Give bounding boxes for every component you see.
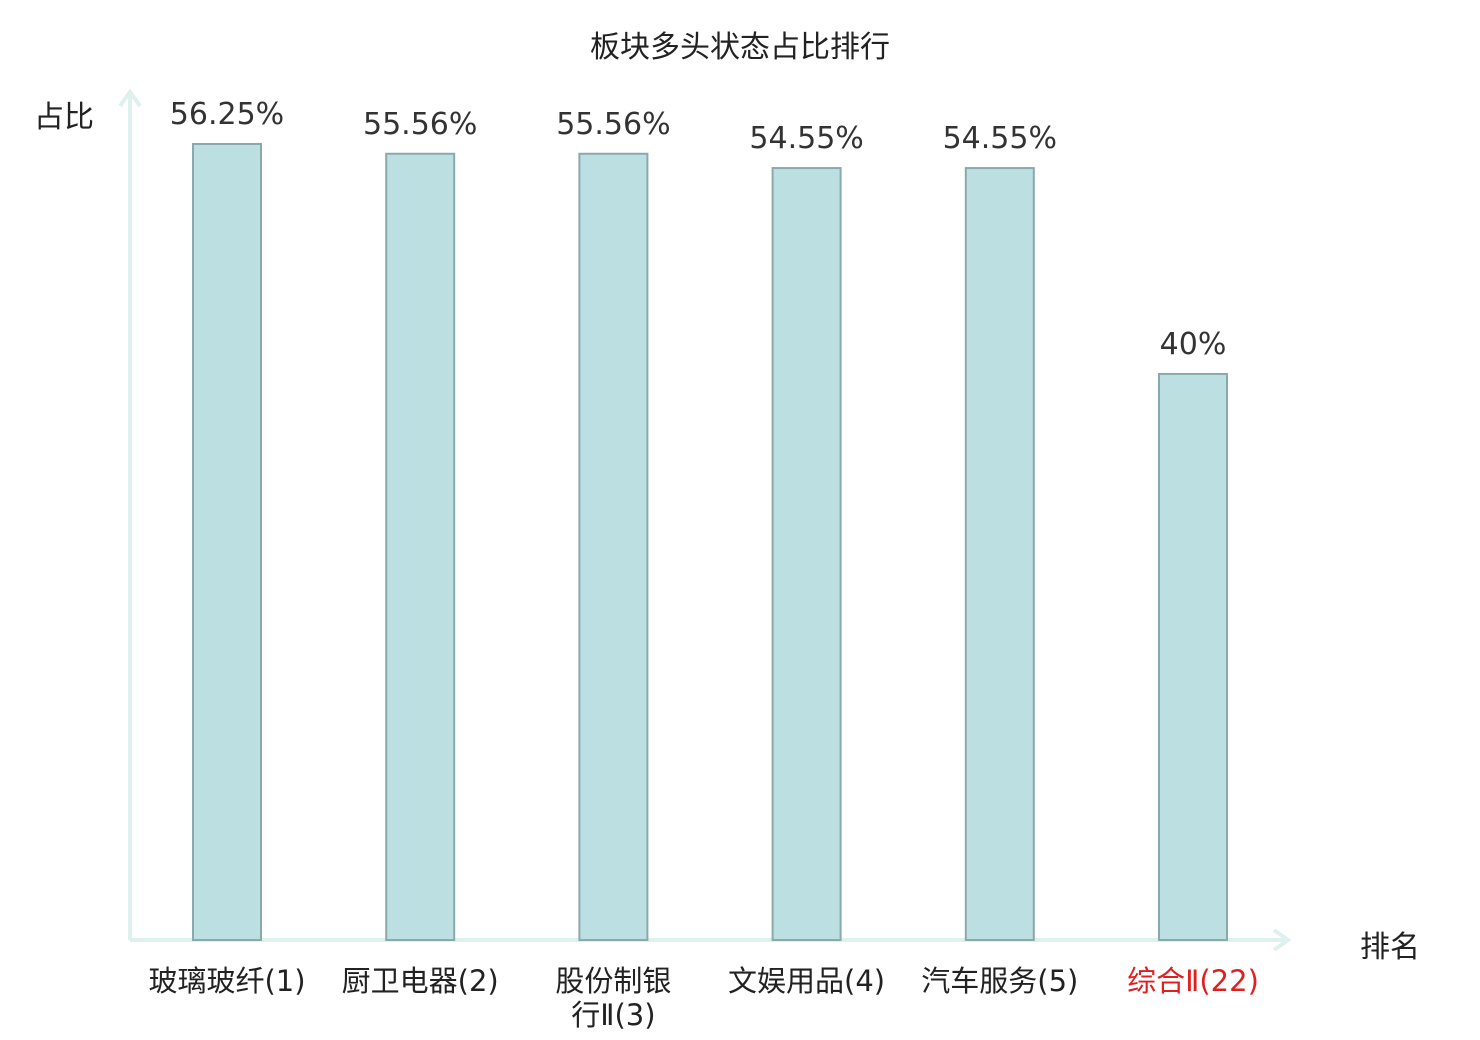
y-axis-arrow-icon — [118, 88, 142, 108]
bar — [578, 152, 649, 941]
tick-label: 厨卫电器(2) — [328, 964, 512, 998]
tick-label: 汽车服务(5) — [908, 964, 1092, 998]
bar — [385, 152, 456, 941]
tick-label-line: 文娱用品(4) — [728, 964, 886, 998]
data-label: 56.25% — [169, 97, 285, 132]
chart-title: 板块多头状态占比排行 — [590, 30, 890, 65]
tick-label-line: 股份制银 — [555, 964, 672, 998]
y-axis-label: 占比 — [34, 100, 94, 135]
bar — [192, 143, 262, 941]
bar — [964, 167, 1035, 941]
bar — [1158, 372, 1228, 941]
tick-label-line: 玻璃玻纤(1) — [148, 964, 306, 998]
tick-label-line: 行Ⅱ(3) — [571, 998, 656, 1032]
bars — [192, 143, 1228, 941]
data-label: 54.55% — [942, 121, 1057, 157]
tick-label: 综合Ⅱ(22) — [1101, 964, 1285, 998]
tick-label: 股份制银 行Ⅱ(3) — [521, 964, 705, 1032]
tick-label-line: 厨卫电器(2) — [341, 964, 499, 998]
x-axis-arrow-icon — [1272, 928, 1292, 952]
tick-label-line: 综合Ⅱ(22) — [1127, 964, 1259, 998]
tick-label: 玻璃玻纤(1) — [135, 964, 319, 998]
tick-label-line: 汽车服务(5) — [921, 964, 1079, 998]
data-label: 54.55% — [749, 121, 864, 157]
data-label: 55.56% — [556, 106, 671, 142]
data-label: 40% — [1159, 326, 1227, 362]
data-label: 55.56% — [362, 106, 478, 142]
bar — [771, 167, 842, 941]
tick-label: 文娱用品(4) — [715, 964, 899, 998]
x-axis-label: 排名 — [1360, 930, 1420, 965]
axes — [118, 88, 1292, 952]
